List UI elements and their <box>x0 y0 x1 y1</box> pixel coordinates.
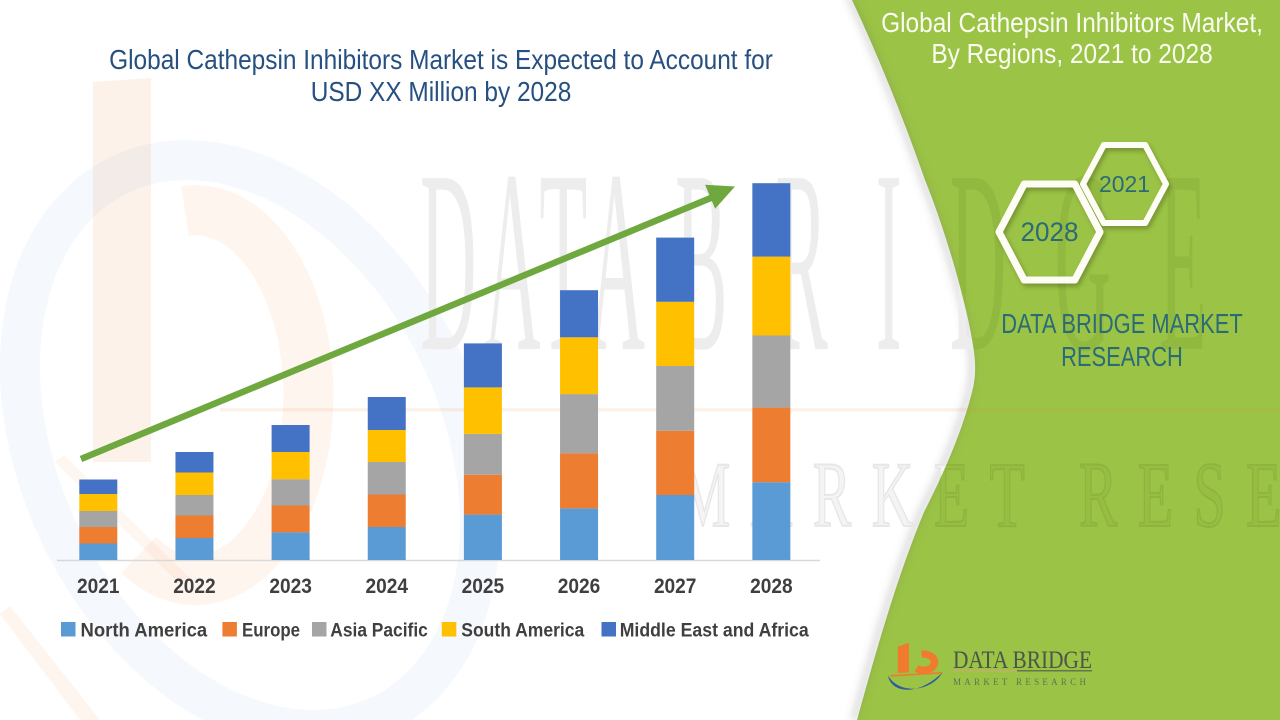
svg-text:2028: 2028 <box>1021 217 1079 247</box>
svg-text:DATA BRIDGE: DATA BRIDGE <box>953 645 1092 674</box>
svg-text:North America: North America <box>81 621 208 642</box>
svg-text:Europe: Europe <box>242 621 300 642</box>
svg-text:Middle East and Africa: Middle East and Africa <box>620 621 809 642</box>
svg-text:South America: South America <box>461 621 584 642</box>
svg-text:2022: 2022 <box>173 574 216 598</box>
svg-text:2021: 2021 <box>1099 171 1150 197</box>
svg-text:MARKET RESEARCH: MARKET RESEARCH <box>953 677 1087 687</box>
svg-text:2021: 2021 <box>77 574 120 598</box>
svg-text:2024: 2024 <box>366 574 409 598</box>
svg-text:2025: 2025 <box>462 574 505 598</box>
svg-text:2023: 2023 <box>269 574 312 598</box>
svg-text:2028: 2028 <box>750 574 793 598</box>
svg-text:2027: 2027 <box>654 574 697 598</box>
svg-text:Asia Pacific: Asia Pacific <box>330 621 428 642</box>
svg-text:DATA BRIDGE: DATA BRIDGE <box>420 116 1255 406</box>
svg-text:2026: 2026 <box>558 574 601 598</box>
